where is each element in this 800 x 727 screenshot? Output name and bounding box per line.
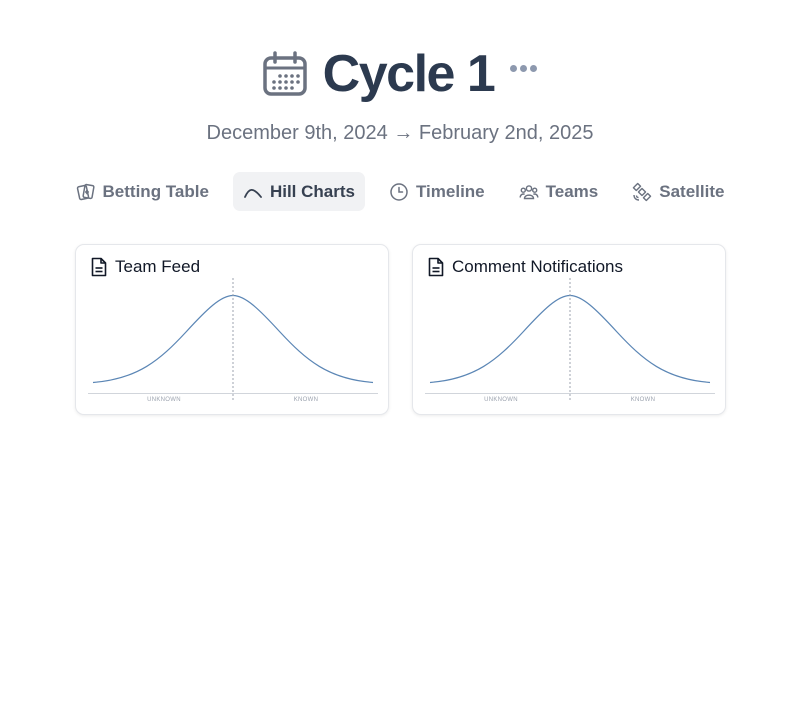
- hill-chart: UNKNOWN KNOWN: [425, 278, 715, 403]
- axis-label-known: KNOWN: [631, 397, 656, 403]
- tab-betting-table[interactable]: Betting Table: [66, 172, 219, 211]
- document-icon: [91, 257, 107, 277]
- tab-label: Betting Table: [102, 181, 209, 201]
- card-title: Team Feed: [115, 257, 201, 276]
- document-icon: [428, 257, 444, 277]
- axis-label-unknown: UNKNOWN: [147, 397, 181, 403]
- hill-chart-card[interactable]: Team Feed UNKNOWN KNOWN: [75, 244, 389, 415]
- tab-label: Teams: [545, 181, 599, 201]
- page-title: Cycle 1: [322, 45, 496, 103]
- cards-icon: [76, 183, 95, 200]
- more-dot: [520, 64, 528, 72]
- card-title: Comment Notifications: [452, 257, 624, 276]
- cycle-date-range: December 9th, 2024 → February 2nd, 2025: [206, 122, 594, 144]
- hill-chart-card[interactable]: Comment Notifications UNKNOWN KNOWN: [412, 244, 726, 415]
- more-dot: [530, 64, 538, 72]
- users-icon: [519, 184, 539, 199]
- more-options-button[interactable]: [508, 61, 539, 76]
- hill-chart-cards: Team Feed UNKNOWN KNOWN Comment Notifica…: [75, 244, 726, 415]
- more-horizontal-icon: [510, 64, 518, 72]
- tab-satellite[interactable]: Satellite: [622, 172, 734, 211]
- page-header: Cycle 1: [0, 44, 800, 104]
- clock-icon: [390, 182, 408, 201]
- axis-label-unknown: UNKNOWN: [484, 397, 518, 403]
- axis-label-known: KNOWN: [294, 397, 319, 403]
- tab-label: Satellite: [659, 181, 725, 201]
- card-header: Comment Notifications: [427, 257, 623, 277]
- tab-hill-charts[interactable]: Hill Charts: [232, 172, 365, 211]
- view-tabs: Betting Table Hill Charts Timeline: [0, 172, 800, 211]
- tab-label: Timeline: [415, 181, 485, 201]
- hill-icon: [244, 188, 262, 198]
- hill-chart: UNKNOWN KNOWN: [88, 278, 378, 403]
- calendar-icon: [262, 51, 307, 96]
- tab-label: Hill Charts: [269, 181, 355, 201]
- tab-teams[interactable]: Teams: [509, 172, 609, 211]
- card-header: Team Feed: [90, 257, 200, 277]
- tab-timeline[interactable]: Timeline: [379, 172, 495, 211]
- satellite-icon: [633, 182, 652, 201]
